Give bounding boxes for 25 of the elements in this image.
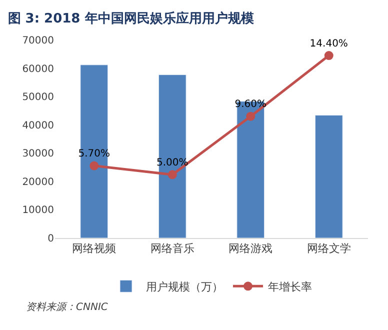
x-tick-label: 网络游戏 — [228, 242, 273, 256]
y-tick-label: 70000 — [22, 36, 54, 46]
bar — [236, 101, 265, 238]
point — [324, 51, 334, 60]
y-tick-label: 40000 — [22, 120, 54, 132]
point — [168, 170, 177, 180]
data-label: 14.40% — [310, 38, 348, 50]
y-tick-label: 30000 — [22, 148, 54, 160]
point — [246, 112, 256, 121]
y-tick-label: 60000 — [22, 64, 54, 75]
x-tick-label: 网络文学 — [306, 242, 351, 256]
chart-title: 图 3: 2018 年中国网民娱乐应用用户规模 — [8, 10, 254, 26]
bar — [80, 64, 108, 238]
legend-label: 年增长率 — [268, 280, 312, 294]
y-tick-label: 50000 — [22, 92, 54, 104]
y-tick-label: 10000 — [22, 205, 54, 216]
bar — [314, 114, 343, 238]
x-tick-label: 网络视频 — [72, 242, 116, 256]
legend-label: 用户规模（万） — [146, 280, 223, 294]
y-tick-label: 20000 — [22, 176, 54, 188]
bar — [158, 74, 186, 238]
text: 资料来源：CNNIC — [26, 301, 108, 313]
x-tick-label: 网络音乐 — [150, 242, 194, 256]
point — [90, 161, 99, 170]
y-tick-label: 0 — [48, 234, 54, 244]
